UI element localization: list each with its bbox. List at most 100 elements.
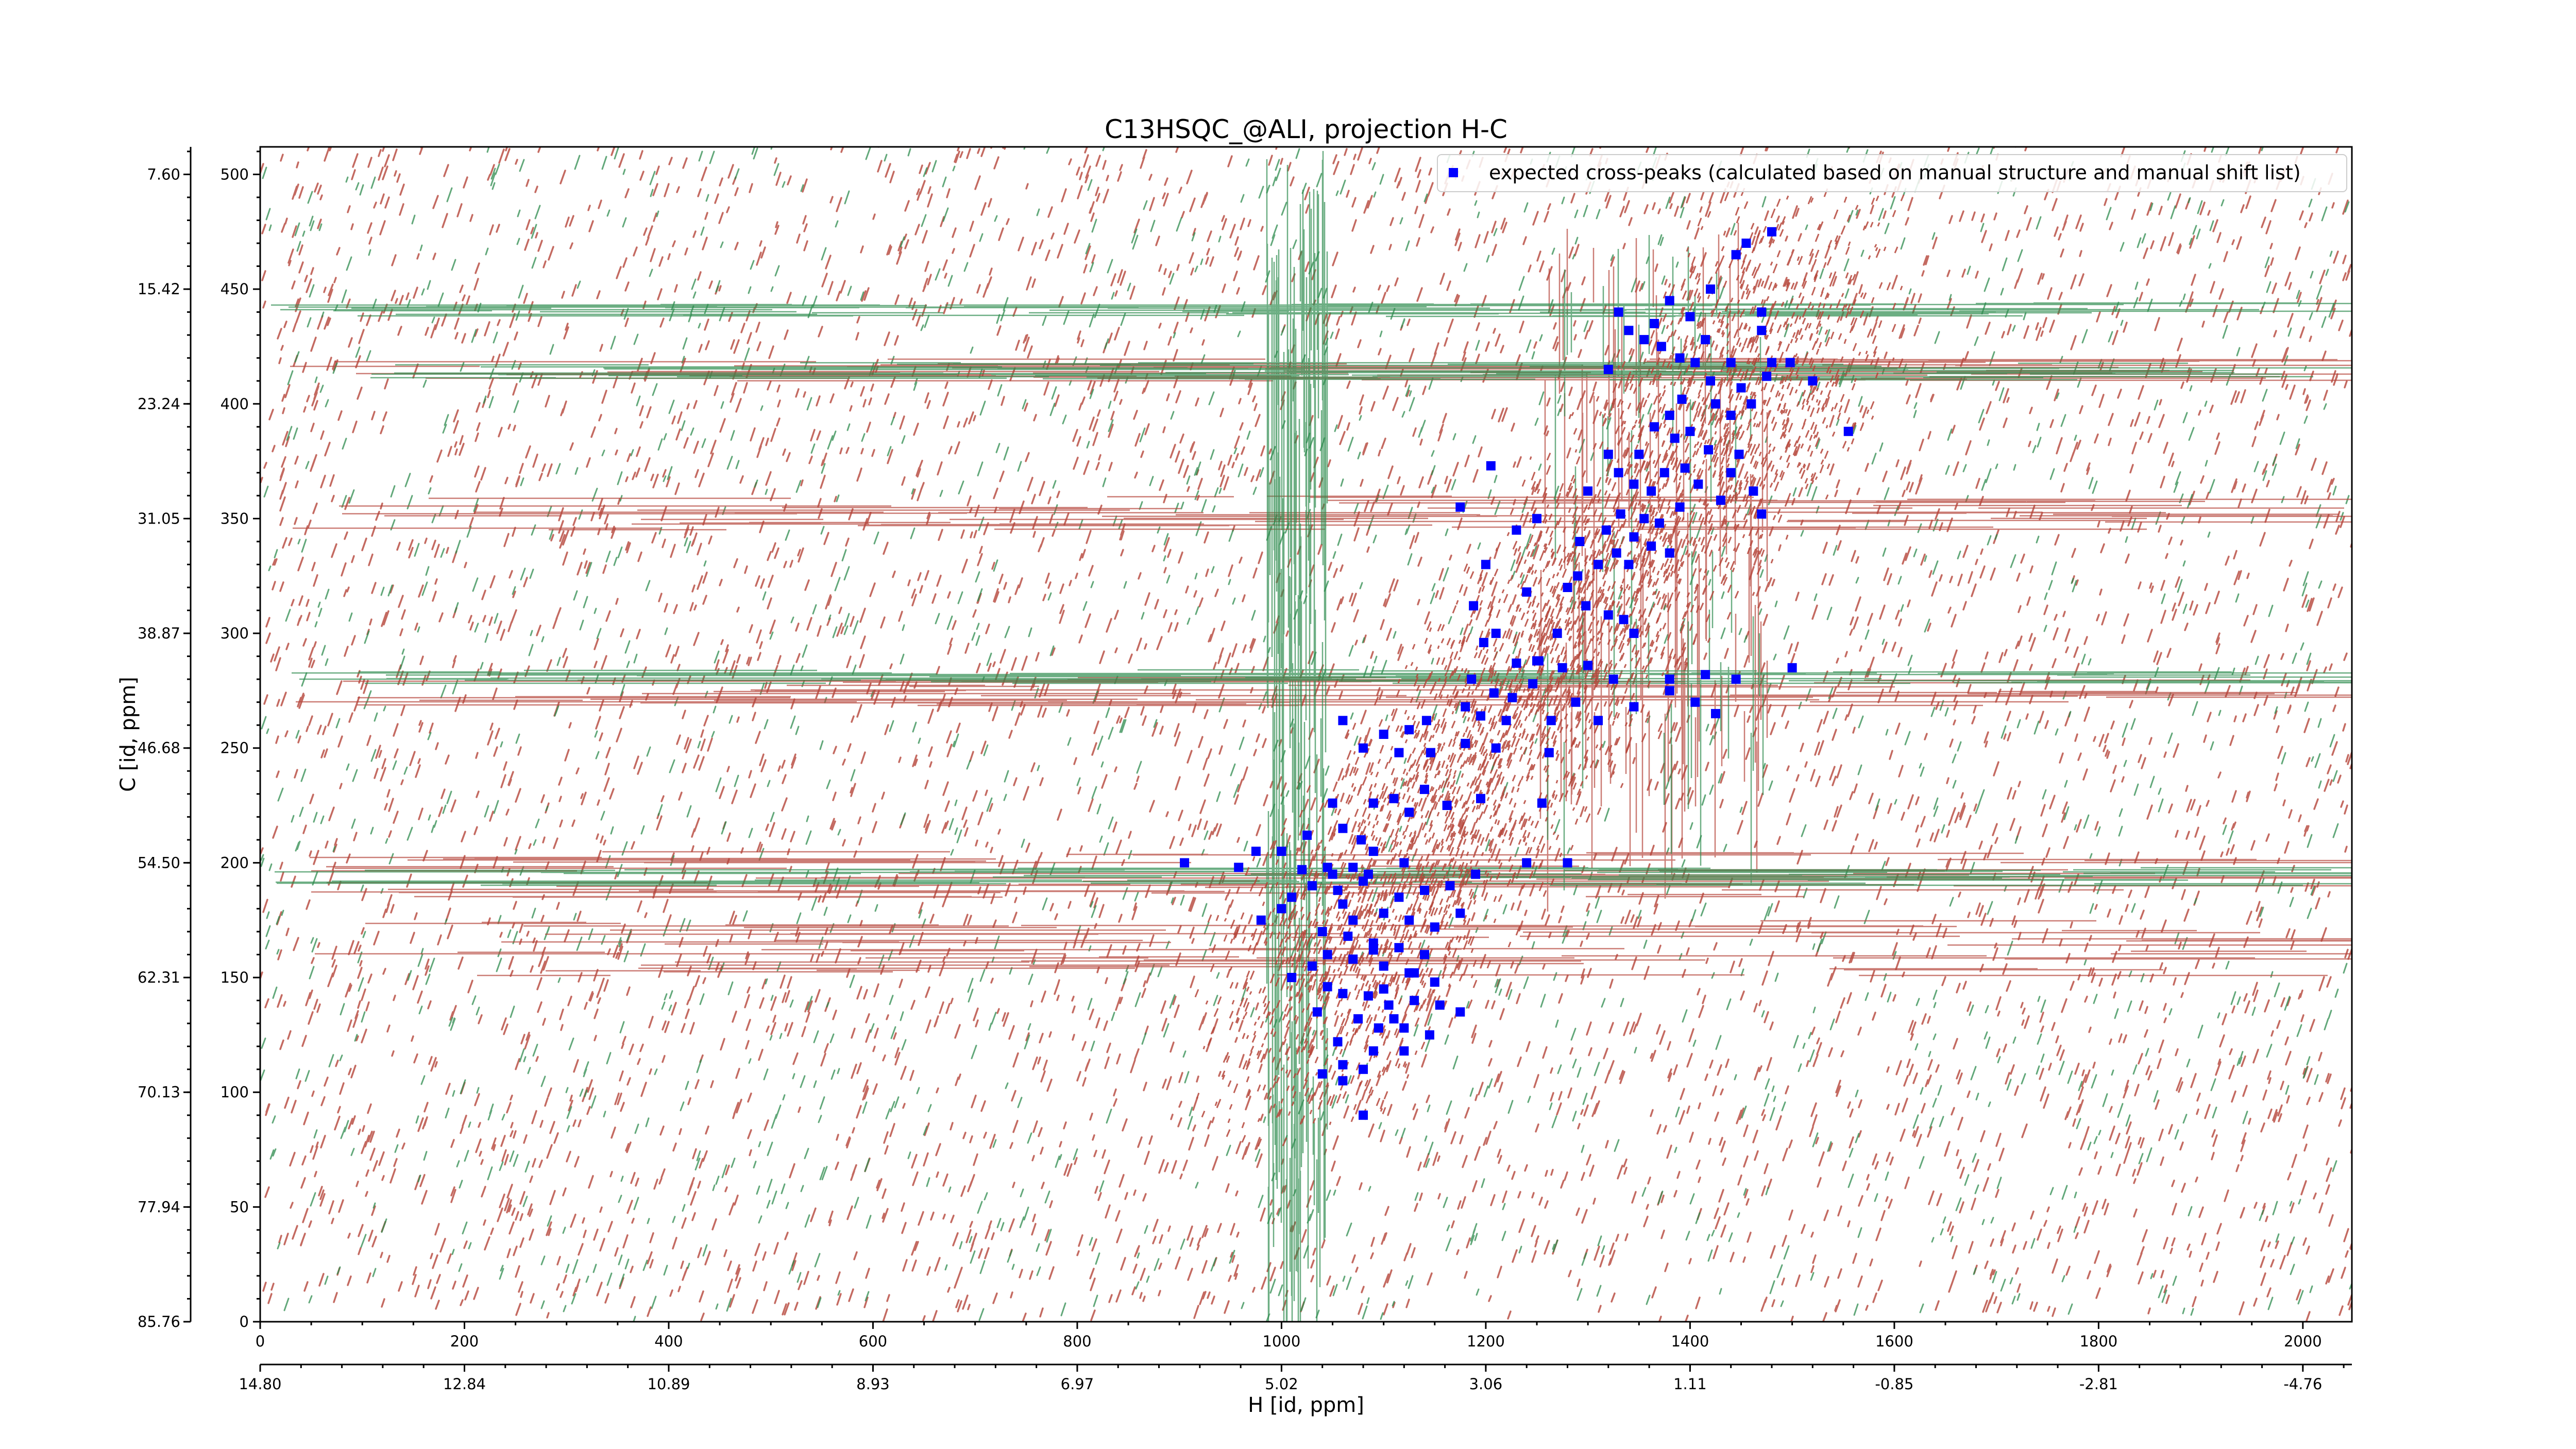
cross-peak-point	[1307, 881, 1317, 890]
cross-peak-point	[1647, 486, 1656, 496]
cross-peak-point	[1394, 892, 1404, 902]
cross-peak-point	[1420, 885, 1429, 895]
tick-label: 3.06	[1469, 1375, 1503, 1393]
tick-label: 450	[221, 280, 249, 298]
cross-peak-point	[1343, 931, 1353, 941]
cross-peak-point	[1583, 486, 1593, 496]
tick-label: 77.94	[138, 1198, 180, 1216]
cross-peak-point	[1359, 743, 1368, 753]
cross-peak-point	[1704, 445, 1714, 454]
cross-peak-point	[1348, 954, 1358, 964]
cross-peak-point	[1552, 629, 1562, 638]
cross-peak-point	[1489, 688, 1499, 698]
cross-peak-point	[1522, 587, 1532, 597]
tick-label: 7.60	[147, 165, 180, 183]
cross-peak-point	[1650, 422, 1659, 432]
tick-label: 400	[654, 1333, 683, 1350]
cross-peak-point	[1639, 335, 1649, 345]
cross-peak-point	[1665, 686, 1674, 696]
cross-peak-point	[1328, 798, 1337, 808]
cross-peak-point	[1685, 427, 1695, 436]
tick-label: -0.85	[1875, 1375, 1913, 1393]
cross-peak-point	[1544, 748, 1554, 757]
cross-peak-point	[1614, 307, 1623, 317]
cross-peak-point	[1333, 885, 1343, 895]
cross-peak-point	[1757, 509, 1767, 519]
cross-peak-point	[1583, 661, 1593, 670]
cross-peak-point	[1690, 697, 1700, 707]
cross-peak-point	[1767, 358, 1776, 367]
cross-peak-point	[1277, 847, 1286, 856]
cross-peak-point	[1430, 922, 1439, 932]
legend-entry: expected cross-peaks (calculated based o…	[1489, 161, 2301, 184]
y-axis-ticks: 0 50 100 150 200 250 300 350 400 450 500	[221, 150, 260, 1330]
cross-peak-point	[1785, 358, 1795, 367]
cross-peak-point	[1277, 904, 1286, 914]
tick-label: 31.05	[138, 510, 180, 527]
cross-peak-point	[1410, 996, 1419, 1005]
cross-peak-point	[1421, 716, 1431, 726]
cross-peak-point	[1317, 927, 1327, 936]
cross-peak-point	[1757, 326, 1767, 335]
tick-label: 70.13	[138, 1084, 180, 1101]
cross-peak-point	[1353, 1014, 1363, 1024]
legend-marker	[1449, 168, 1458, 177]
cross-peak-point	[1420, 784, 1429, 794]
tick-label: 500	[221, 165, 249, 183]
cross-peak-point	[1639, 514, 1649, 524]
cross-peak-point	[1594, 560, 1603, 569]
cross-peak-point	[1312, 1007, 1322, 1017]
cross-peak-point	[1711, 709, 1720, 718]
cross-peak-point	[1287, 892, 1297, 902]
cross-peak-point	[1726, 358, 1736, 367]
tick-label: 300	[221, 625, 249, 642]
tick-label: 38.87	[138, 625, 180, 642]
cross-peak-point	[1486, 461, 1496, 470]
cross-peak-point	[1180, 858, 1190, 868]
cross-peak-point	[1338, 989, 1348, 999]
cross-peak-point	[1379, 730, 1388, 739]
cross-peak-point	[1323, 982, 1332, 991]
cross-peak-point	[1603, 610, 1613, 620]
cross-peak-point	[1389, 1014, 1399, 1024]
cross-peak-point	[1297, 865, 1307, 874]
cross-peak-point	[1348, 915, 1358, 925]
tick-label: 350	[221, 510, 249, 527]
cross-peak-point	[1603, 365, 1613, 374]
cross-peak-point	[1665, 411, 1674, 420]
cross-peak-point	[1571, 697, 1581, 707]
cross-peak-point	[1234, 863, 1244, 872]
cross-peak-point	[1479, 637, 1488, 647]
cross-peak-point	[1659, 468, 1669, 478]
tick-label: 100	[221, 1084, 249, 1101]
cross-peak-point	[1716, 495, 1725, 505]
cross-peak-point	[1546, 716, 1556, 726]
tick-label: 1200	[1467, 1333, 1505, 1350]
cross-peak-point	[1734, 449, 1744, 459]
cross-peak-point	[1404, 807, 1414, 817]
cross-peak-point	[1455, 908, 1465, 918]
cross-peak-point	[1693, 479, 1703, 489]
cross-peak-point	[1399, 1023, 1409, 1033]
cross-peak-point	[1394, 943, 1404, 953]
cross-peak-point	[1512, 525, 1521, 535]
cross-peak-point	[1507, 693, 1517, 702]
cross-peak-point	[1616, 509, 1625, 519]
cross-peak-point	[1399, 1046, 1409, 1056]
cross-peak-point	[1359, 1065, 1368, 1074]
tick-label: 54.50	[138, 854, 180, 871]
cross-peak-point	[1575, 536, 1585, 546]
cross-peak-point	[1394, 748, 1404, 757]
cross-peak-point	[1399, 858, 1409, 868]
cross-peak-point	[1650, 318, 1659, 328]
x-ppm-axis-ticks: 14.80 12.84 10.89 8.93 6.97 5.02 3.06 1.11 -0.85…	[239, 1364, 2345, 1393]
tick-label: 800	[1063, 1333, 1091, 1350]
cross-peak-point	[1808, 376, 1818, 386]
cross-peak-point	[1379, 961, 1388, 971]
cross-peak-point	[1328, 869, 1337, 879]
cross-peak-point	[1501, 716, 1511, 726]
plot-frame	[259, 146, 2353, 1323]
tick-label: 250	[221, 739, 249, 757]
cross-peak-point	[1614, 468, 1623, 478]
cross-peak-point	[1481, 560, 1490, 569]
